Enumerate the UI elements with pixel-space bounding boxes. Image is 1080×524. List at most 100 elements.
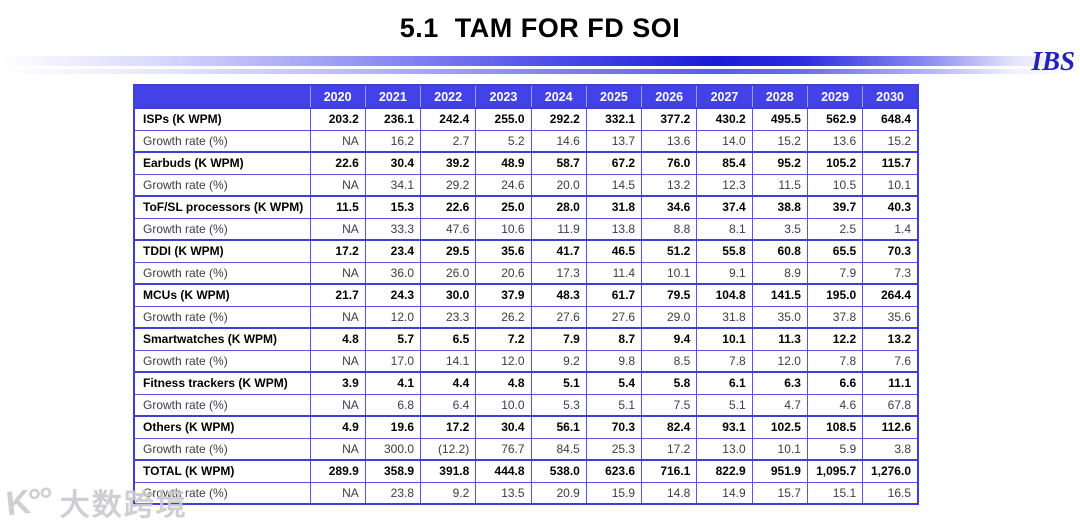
table-cell: 562.9 xyxy=(806,107,864,131)
table-cell: 14.1 xyxy=(420,349,477,373)
table-row: ISPs (K WPM) 203.2 236.1 242.4 255.0 292.2 332… xyxy=(133,107,919,131)
table-cell: 85.4 xyxy=(696,151,753,175)
table-cell: NA xyxy=(309,481,366,505)
table-cell: 391.8 xyxy=(420,459,477,483)
table-cell: 11.1 xyxy=(862,371,919,395)
watermark-logo-icon: K°° xyxy=(4,480,54,523)
table-cell: 951.9 xyxy=(751,459,808,483)
table-cell: 30.4 xyxy=(475,415,532,439)
table-row: Growth rate (%) NA 23.8 9.2 13.5 20.9 15.9 14.8… xyxy=(133,481,919,505)
table-cell: 264.4 xyxy=(862,283,919,307)
table-cell: 15.3 xyxy=(364,195,422,219)
table-cell: 19.6 xyxy=(364,415,422,439)
year-header: 2023 xyxy=(475,84,532,109)
table-cell: 236.1 xyxy=(364,107,422,131)
year-header: 2029 xyxy=(806,84,864,109)
table-cell: 6.5 xyxy=(420,327,477,351)
table-cell: 14.0 xyxy=(696,129,753,153)
row-label: MCUs (K WPM) xyxy=(133,283,311,307)
table-cell: 11.5 xyxy=(751,173,808,197)
table-cell: 37.8 xyxy=(806,305,864,329)
table-cell: 4.9 xyxy=(309,415,366,439)
row-label: Growth rate (%) xyxy=(133,481,311,505)
table-cell: 203.2 xyxy=(309,107,366,131)
table-cell: 4.1 xyxy=(364,371,422,395)
table-cell: 5.9 xyxy=(806,437,864,461)
table-cell: 17.2 xyxy=(420,415,477,439)
year-header: 2028 xyxy=(751,84,808,109)
table-cell: 242.4 xyxy=(420,107,477,131)
table-cell: 76.0 xyxy=(641,151,698,175)
table-cell: 6.3 xyxy=(751,371,808,395)
table-cell: 13.7 xyxy=(585,129,643,153)
table-cell: 11.4 xyxy=(585,261,643,285)
table-cell: 7.3 xyxy=(862,261,919,285)
table-cell: 141.5 xyxy=(751,283,808,307)
table-row: Fitness trackers (K WPM) 3.9 4.1 4.4 4.8 5.1 5… xyxy=(133,371,919,395)
table-cell: 444.8 xyxy=(475,459,532,483)
table-cell: 41.7 xyxy=(530,239,587,263)
table-cell: 14.6 xyxy=(530,129,587,153)
table-cell: 5.1 xyxy=(530,371,587,395)
table-cell: 10.5 xyxy=(806,173,864,197)
table-row: Growth rate (%) NA 300.0 (12.2) 76.7 84.5 25.3… xyxy=(133,437,919,461)
row-label: Smartwatches (K WPM) xyxy=(133,327,311,351)
row-label: Others (K WPM) xyxy=(133,415,311,439)
table-cell: 538.0 xyxy=(530,459,587,483)
table-cell: 24.6 xyxy=(475,173,532,197)
table-cell: 13.2 xyxy=(862,327,919,351)
table-cell: 10.1 xyxy=(862,173,919,197)
table-cell: 35.6 xyxy=(475,239,532,263)
table-cell: 6.8 xyxy=(364,393,422,417)
table-row: Growth rate (%) NA 34.1 29.2 24.6 20.0 14.5 13.… xyxy=(133,173,919,197)
table-cell: 30.4 xyxy=(364,151,422,175)
table-cell: 28.0 xyxy=(530,195,587,219)
table-cell: 10.0 xyxy=(475,393,532,417)
gradient-divider-bar xyxy=(0,56,1080,66)
table-cell: 7.9 xyxy=(530,327,587,351)
table-cell: 5.8 xyxy=(641,371,698,395)
table-cell: 22.6 xyxy=(420,195,477,219)
table-cell: 22.6 xyxy=(309,151,366,175)
table-cell: 27.6 xyxy=(585,305,643,329)
table-cell: 15.1 xyxy=(806,481,864,505)
table-cell: 13.2 xyxy=(641,173,698,197)
table-cell: NA xyxy=(309,217,366,241)
year-header-row: 2020 2021 2022 2023 2024 2025 2026 2027 2028 2029… xyxy=(133,84,919,109)
table-cell: 10.1 xyxy=(696,327,753,351)
table-cell: 26.0 xyxy=(420,261,477,285)
table-cell: NA xyxy=(309,261,366,285)
table-corner-cell xyxy=(133,84,311,109)
table-cell: 332.1 xyxy=(585,107,643,131)
table-cell: 29.0 xyxy=(641,305,698,329)
table-cell: 56.1 xyxy=(530,415,587,439)
table-cell: 14.8 xyxy=(641,481,698,505)
table-cell: 5.1 xyxy=(696,393,753,417)
row-label: Growth rate (%) xyxy=(133,349,311,373)
table-cell: 11.3 xyxy=(751,327,808,351)
row-label: TDDI (K WPM) xyxy=(133,239,311,263)
table-cell: NA xyxy=(309,305,366,329)
table-cell: 16.2 xyxy=(364,129,422,153)
table-cell: 48.9 xyxy=(475,151,532,175)
table-cell: (12.2) xyxy=(420,437,477,461)
table-cell: 61.7 xyxy=(585,283,643,307)
table-cell: NA xyxy=(309,393,366,417)
table-cell: 13.8 xyxy=(585,217,643,241)
table-cell: 4.4 xyxy=(420,371,477,395)
table-row: Growth rate (%) NA 16.2 2.7 5.2 14.6 13.7 13.6 1… xyxy=(133,129,919,153)
table-cell: 3.9 xyxy=(309,371,366,395)
table-cell: NA xyxy=(309,349,366,373)
table-cell: 20.9 xyxy=(530,481,587,505)
table-cell: 7.2 xyxy=(475,327,532,351)
table-row: Growth rate (%) NA 36.0 26.0 20.6 17.3 11.4 10.… xyxy=(133,261,919,285)
table-row: Growth rate (%) NA 33.3 47.6 10.6 11.9 13.8 8.8… xyxy=(133,217,919,241)
row-label: Growth rate (%) xyxy=(133,393,311,417)
table-cell: 79.5 xyxy=(641,283,698,307)
table-cell: 9.1 xyxy=(696,261,753,285)
table-cell: 14.9 xyxy=(696,481,753,505)
table-cell: 26.2 xyxy=(475,305,532,329)
table-cell: 31.8 xyxy=(696,305,753,329)
year-header: 2021 xyxy=(364,84,422,109)
year-header: 2022 xyxy=(420,84,477,109)
